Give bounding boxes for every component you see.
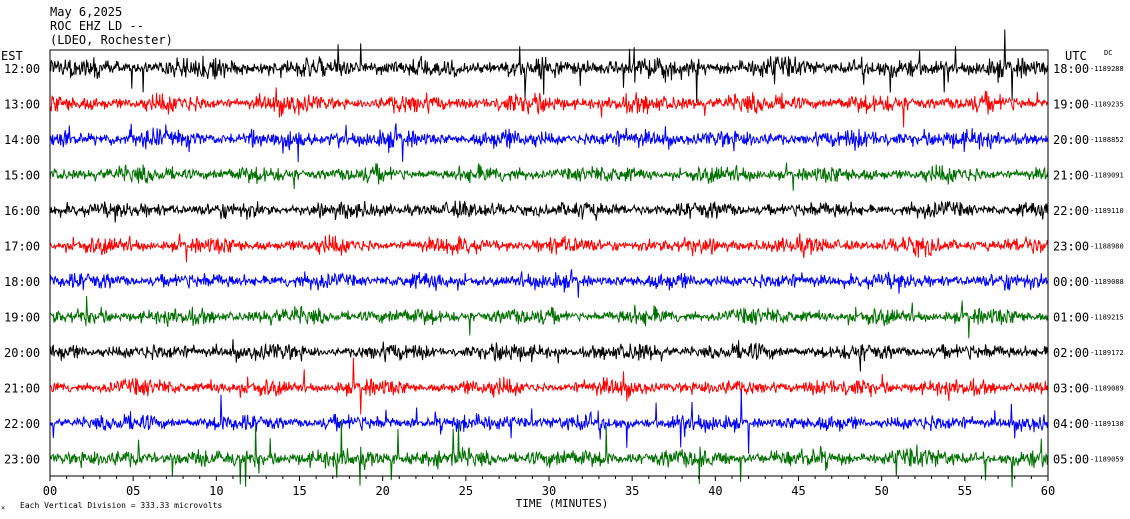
- est-time-label: 18:00: [4, 275, 40, 289]
- seismic-traces: [49, 29, 1049, 488]
- dc-offset-label: -1188980: [1090, 243, 1124, 251]
- header-location: (LDEO, Rochester): [50, 33, 173, 47]
- est-time-label: 21:00: [4, 382, 40, 396]
- est-time-label: 13:00: [4, 98, 40, 112]
- x-tick-label: 40: [708, 484, 722, 498]
- trace-row-1400: [49, 123, 1049, 163]
- trace-row-1900: [49, 295, 1049, 339]
- x-tick-label: 60: [1041, 484, 1055, 498]
- est-time-label: 20:00: [4, 346, 40, 360]
- trace-row-2000: [49, 339, 1049, 372]
- utc-time-label: 01:00: [1053, 311, 1089, 325]
- dc-offset-label: -1189110: [1090, 207, 1124, 215]
- dc-offset-label: -1189288: [1090, 65, 1124, 73]
- utc-time-label: 18:00: [1053, 62, 1089, 76]
- utc-time-label: 02:00: [1053, 346, 1089, 360]
- plot-frame: [49, 49, 1049, 477]
- x-tick-label: 30: [542, 484, 556, 498]
- utc-time-label: 00:00: [1053, 275, 1089, 289]
- dc-offset-label: -1189059: [1090, 456, 1124, 464]
- footer-icon: ×: [1, 504, 5, 512]
- dc-offset-label: -1189088: [1090, 278, 1124, 286]
- right-axis-sublabel: DC: [1104, 49, 1112, 57]
- header-date: May 6,2025: [50, 5, 122, 19]
- x-tick-label: 25: [459, 484, 473, 498]
- dc-offset-label: -1189215: [1090, 314, 1124, 322]
- utc-time-label: 23:00: [1053, 240, 1089, 254]
- est-time-label: 19:00: [4, 311, 40, 325]
- dc-offset-label: -1189235: [1090, 101, 1124, 109]
- trace-row-1800: [49, 269, 1049, 298]
- x-tick-label: 45: [791, 484, 805, 498]
- est-time-label: 17:00: [4, 240, 40, 254]
- footer-note: Each Vertical Division = 333.33 microvol…: [20, 501, 222, 510]
- x-tick-label: 20: [375, 484, 389, 498]
- trace-row-1600: [49, 200, 1049, 223]
- x-axis-ticks: 00 05 10 15 20 25 30 35 40 45 50 55 60: [43, 476, 1055, 498]
- left-axis-label: EST: [1, 49, 23, 63]
- utc-time-label: 04:00: [1053, 417, 1089, 431]
- trace-row-1200: [49, 29, 1049, 103]
- est-time-label: 12:00: [4, 62, 40, 76]
- est-time-label: 22:00: [4, 417, 40, 431]
- utc-time-label: 20:00: [1053, 133, 1089, 147]
- x-axis-title: TIME (MINUTES): [516, 497, 609, 510]
- est-time-label: 16:00: [4, 204, 40, 218]
- trace-row-1700: [49, 233, 1049, 263]
- dc-offset-label: -1189091: [1090, 172, 1124, 180]
- trace-row-1500: [49, 162, 1049, 191]
- utc-time-label: 21:00: [1053, 169, 1089, 183]
- est-time-label: 14:00: [4, 133, 40, 147]
- trace-row-2100: [49, 357, 1049, 415]
- dc-offset-label: -1189089: [1090, 385, 1124, 393]
- header-station: ROC EHZ LD --: [50, 19, 144, 33]
- trace-row-2200: [49, 390, 1049, 454]
- x-tick-label: 10: [209, 484, 223, 498]
- trace-row-2300: [49, 419, 1049, 488]
- dc-offset-label: -1189130: [1090, 420, 1124, 428]
- right-axis-label: UTC: [1065, 49, 1087, 63]
- x-tick-label: 50: [874, 484, 888, 498]
- utc-time-label: 03:00: [1053, 382, 1089, 396]
- utc-time-label: 19:00: [1053, 98, 1089, 112]
- x-tick-label: 00: [43, 484, 57, 498]
- dc-offset-label: -1188852: [1090, 136, 1124, 144]
- est-time-label: 23:00: [4, 453, 40, 467]
- est-time-label: 15:00: [4, 169, 40, 183]
- utc-time-label: 05:00: [1053, 453, 1089, 467]
- utc-time-label: 22:00: [1053, 204, 1089, 218]
- x-tick-label: 55: [958, 484, 972, 498]
- trace-row-1300: [49, 87, 1049, 128]
- x-tick-label: 35: [625, 484, 639, 498]
- x-tick-label: 05: [126, 484, 140, 498]
- dc-offset-label: -1189172: [1090, 349, 1124, 357]
- x-tick-label: 15: [292, 484, 306, 498]
